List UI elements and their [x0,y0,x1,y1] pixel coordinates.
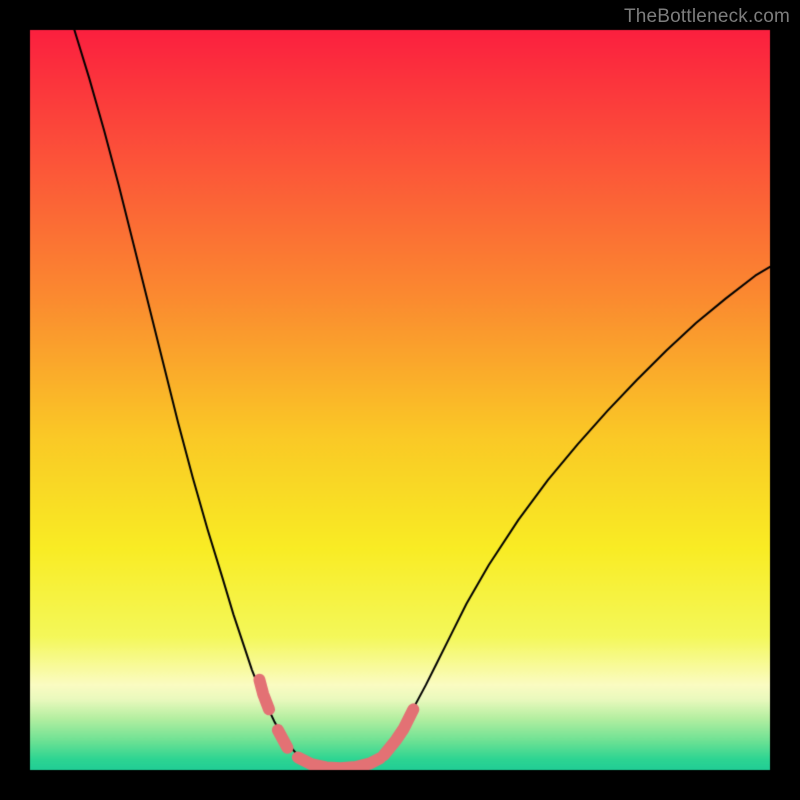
chart-root: TheBottleneck.com [0,0,800,800]
bottleneck-curve-chart [0,0,800,800]
